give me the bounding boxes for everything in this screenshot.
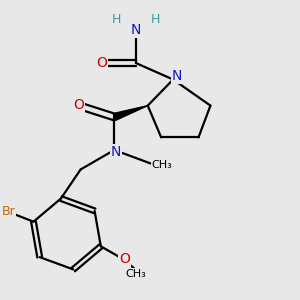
Text: N: N xyxy=(172,70,182,83)
Text: O: O xyxy=(119,252,130,266)
Text: CH₃: CH₃ xyxy=(152,160,172,170)
Text: N: N xyxy=(130,23,141,37)
Text: H: H xyxy=(112,13,121,26)
Text: N: N xyxy=(111,145,121,158)
Text: CH₃: CH₃ xyxy=(126,269,146,279)
Polygon shape xyxy=(113,106,148,120)
Text: O: O xyxy=(96,56,107,70)
Text: H: H xyxy=(151,13,160,26)
Text: O: O xyxy=(73,98,84,112)
Text: Br: Br xyxy=(2,205,15,218)
